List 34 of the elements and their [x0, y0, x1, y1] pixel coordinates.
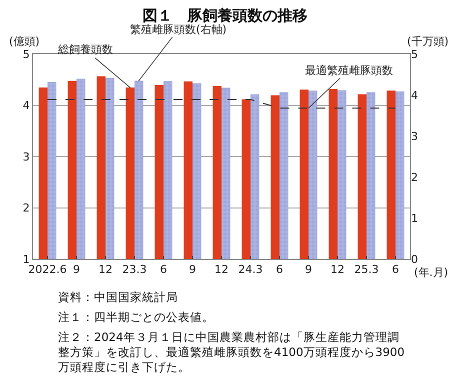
x-tick-label: 9: [73, 263, 80, 276]
x-tick-label: 9: [305, 263, 312, 276]
x-tick-label: 9: [189, 263, 196, 276]
y-tick-label: 4: [22, 99, 30, 112]
x-tick-label: 12: [98, 263, 112, 276]
x-tick-label: 23.3: [122, 263, 147, 276]
y2-tick-label: 0: [411, 252, 418, 266]
y2-tick-label: 5: [411, 48, 418, 61]
x-axis-title: (年.月): [414, 266, 448, 279]
y2-tick-label: 4: [411, 88, 418, 102]
text: 注２：2024年３月１日に中国農業農村部は「豚生産能力管理調整方策」を改訂し、最適繁殖雌豚頭数を4100万頭程度から3900万頭程度に引き下げた。: [58, 330, 405, 374]
x-tick-label: 12: [214, 263, 228, 276]
x-tick-label: 6: [392, 263, 399, 276]
y-tick-label: 2: [22, 202, 30, 215]
x-tick-label: 2022.6: [28, 263, 67, 276]
text: 繁殖雌豚頭数(右軸): [130, 23, 227, 36]
y-tick-label: 3: [22, 150, 30, 164]
y2-tick-label: 2: [411, 170, 418, 184]
y-axis-title: (億頭): [9, 35, 40, 48]
y2-axis-title: (千万頭): [407, 35, 449, 48]
x-tick-label: 25.3: [354, 263, 379, 276]
x-tick-label: 6: [160, 263, 167, 276]
text: 最適繁殖雌豚頭数: [305, 64, 393, 77]
chart-title: 図１ 豚飼養頭数の推移: [142, 6, 308, 24]
x-tick-label: 6: [276, 263, 283, 276]
y2-tick-label: 3: [411, 130, 418, 143]
series-label: 総飼養頭数: [57, 43, 113, 56]
y2-tick-label: 1: [411, 212, 418, 225]
x-tick-label: 24.3: [238, 263, 263, 276]
y-tick-label: 1: [22, 252, 30, 266]
text: 資料：中国国家統計局: [58, 290, 178, 304]
text: 注１：四半期ごとの公表値。: [58, 310, 214, 324]
y-tick-label: 5: [22, 48, 30, 61]
x-tick-label: 12: [330, 263, 344, 276]
